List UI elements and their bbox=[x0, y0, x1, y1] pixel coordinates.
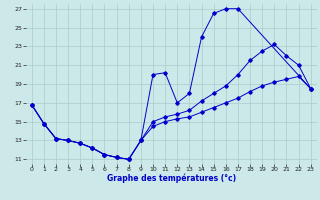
X-axis label: Graphe des températures (°c): Graphe des températures (°c) bbox=[107, 174, 236, 183]
